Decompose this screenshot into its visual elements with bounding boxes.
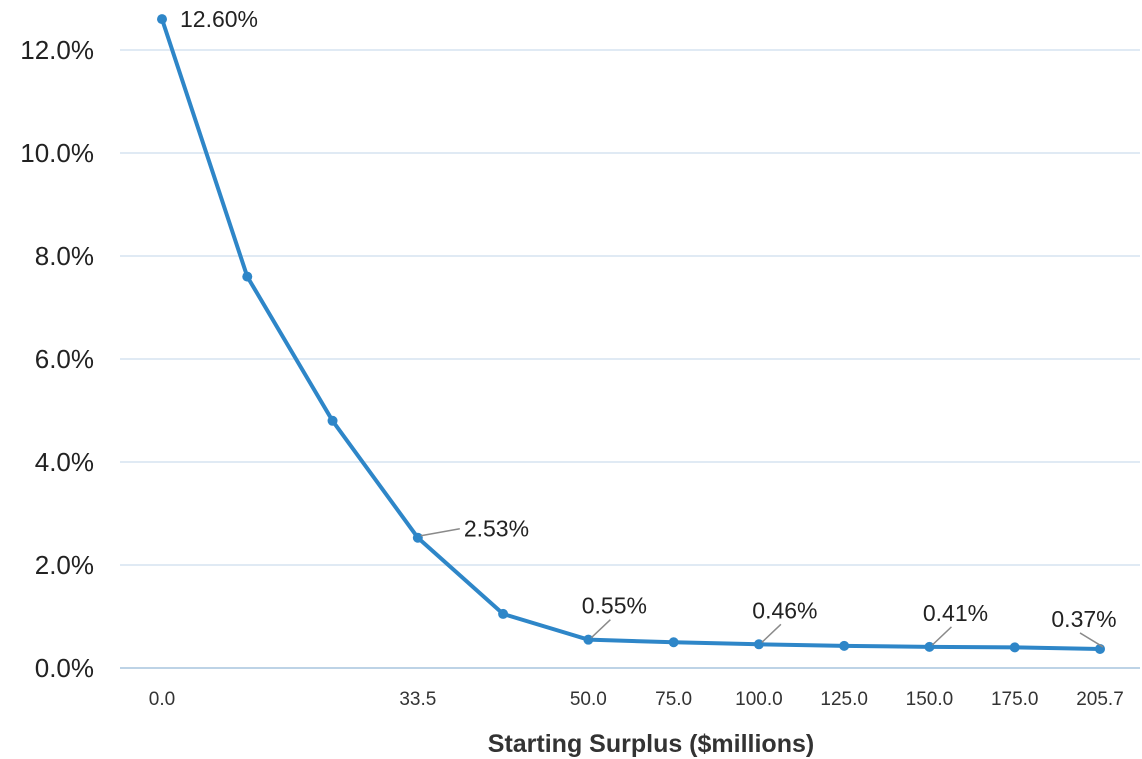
data-label: 0.37%	[1051, 606, 1116, 632]
x-tick-label: 125.0	[820, 689, 868, 710]
series-line-group	[157, 14, 1105, 654]
y-tick-label: 6.0%	[35, 344, 94, 374]
data-point	[839, 640, 850, 651]
data-point	[753, 639, 764, 650]
x-tick-label: 33.5	[399, 689, 436, 710]
y-tick-label: 0.0%	[35, 653, 94, 683]
series-line	[160, 17, 1102, 651]
data-point	[583, 634, 594, 645]
y-tick-label: 8.0%	[35, 241, 94, 271]
x-tick-label: 205.7	[1076, 689, 1124, 710]
data-label: 12.60%	[180, 6, 258, 32]
data-label: 0.46%	[752, 597, 817, 623]
x-tick-label: 0.0	[149, 689, 175, 710]
data-label: 0.55%	[582, 593, 647, 619]
data-label-leader	[590, 619, 611, 639]
y-tick-label: 2.0%	[35, 550, 94, 580]
data-point	[1009, 642, 1020, 653]
y-tick-label: 4.0%	[35, 447, 94, 477]
data-label-leader	[761, 623, 782, 643]
data-point	[668, 637, 679, 648]
data-label: 0.41%	[923, 600, 988, 626]
x-axis-title: Starting Surplus ($millions)	[488, 730, 814, 758]
data-point	[157, 14, 167, 25]
data-labels: 12.60% 2.53% 0.55% 0.46% 0.41% 0.37%	[180, 6, 1117, 648]
y-axis-ticks: 0.0% 2.0% 4.0% 6.0% 8.0% 10.0% 12.0%	[20, 35, 94, 683]
x-tick-label: 75.0	[655, 689, 692, 710]
gridlines	[120, 49, 1140, 669]
x-tick-label: 175.0	[991, 689, 1039, 710]
data-label: 2.53%	[464, 516, 529, 542]
data-point	[924, 641, 935, 652]
data-label-leader	[931, 626, 952, 646]
data-label-leader	[420, 527, 460, 537]
x-tick-label: 100.0	[735, 689, 783, 710]
x-tick-label: 150.0	[906, 689, 954, 710]
data-label-leader	[1079, 632, 1104, 648]
x-tick-label: 50.0	[570, 689, 607, 710]
x-axis-ticks: 0.0 33.5 50.0 75.0 100.0 125.0 150.0 175.0 205.7	[149, 689, 1124, 710]
data-point	[412, 532, 423, 543]
y-tick-label: 10.0%	[20, 138, 94, 168]
data-point	[498, 608, 509, 619]
data-point	[242, 271, 253, 282]
data-point	[327, 415, 338, 426]
y-tick-label: 12.0%	[20, 35, 94, 65]
